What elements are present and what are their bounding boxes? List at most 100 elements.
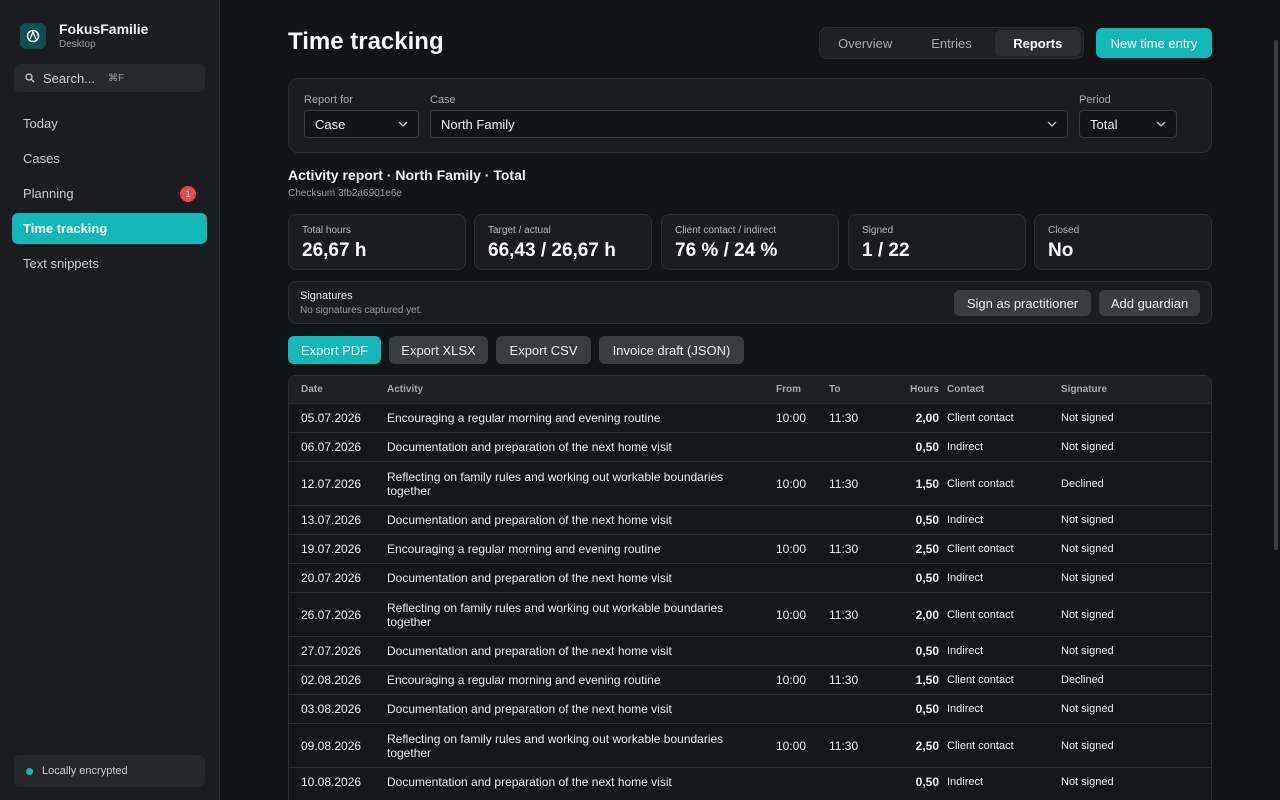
cell-date: 10.08.2026 [301, 775, 362, 789]
cell-to: 11:30 [829, 673, 859, 687]
cell-signature: Not signed [1061, 608, 1114, 621]
cell-activity: Documentation and preparation of the nex… [387, 571, 672, 585]
report-for-select[interactable]: Case [304, 110, 419, 138]
search-placeholder: Search... [43, 70, 96, 86]
table-row[interactable]: 20.07.2026 Documentation and preparation … [289, 563, 1211, 592]
sidebar-item-label: Planning [23, 186, 74, 201]
table-row[interactable]: 26.07.2026 Reflecting on family rules and… [289, 592, 1211, 636]
cell-contact: Client contact [947, 412, 1014, 424]
report-checksum: Checksum 3fb2a6901e6e [288, 188, 402, 199]
app-subtitle: Desktop [59, 39, 96, 50]
sidebar-item-label: Cases [23, 151, 60, 166]
stat-value: 26,67 h [302, 240, 367, 261]
cell-date: 05.07.2026 [301, 411, 362, 425]
cell-date: 19.07.2026 [301, 542, 362, 556]
table-row[interactable]: 03.08.2026 Documentation and preparation … [289, 694, 1211, 723]
case-value: North Family [441, 116, 515, 132]
stat-label: Closed [1048, 225, 1080, 236]
cell-to: 11:30 [829, 607, 859, 622]
cell-signature: Not signed [1061, 441, 1114, 453]
sidebar-item-cases[interactable]: Cases [12, 143, 207, 174]
stat-value: No [1048, 240, 1074, 261]
stat-target-actual: Target / actual 66,43 / 26,67 h [474, 214, 652, 270]
tab-reports[interactable]: Reports [994, 30, 1081, 56]
stat-value: 76 % / 24 % [675, 240, 778, 261]
cell-activity: Reflecting on family rules and working o… [387, 469, 724, 498]
cell-hours: 0,50 [915, 571, 939, 585]
cell-contact: Indirect [947, 703, 984, 715]
sidebar-item-label: Today [23, 116, 58, 131]
table-row[interactable]: 27.07.2026 Documentation and preparation … [289, 636, 1211, 665]
cell-from: 10:00 [776, 476, 807, 491]
cell-signature: Declined [1061, 477, 1104, 490]
tab-overview[interactable]: Overview [838, 35, 893, 51]
export-xlsx-button[interactable]: Export XLSX [389, 336, 488, 364]
table-row[interactable]: 06.07.2026 Documentation and preparation … [289, 432, 1211, 461]
cell-signature: Not signed [1061, 543, 1114, 555]
cell-hours: 2,00 [915, 411, 939, 425]
search-shortcut: ⌘F [108, 72, 125, 84]
page-scrollbar[interactable] [1274, 40, 1278, 550]
column-header-activity: Activity [387, 384, 424, 395]
sign-as-practitioner-button[interactable]: Sign as practitioner [954, 290, 1091, 316]
sidebar-item-planning[interactable]: Planning 1 [12, 178, 207, 209]
cell-signature: Not signed [1061, 739, 1114, 752]
column-header-signature: Signature [1061, 384, 1108, 395]
column-header-date: Date [301, 384, 323, 395]
report-filters: Report for Case Case North Family Period… [288, 78, 1212, 153]
cell-signature: Not signed [1061, 703, 1114, 715]
cell-date: 13.07.2026 [301, 513, 362, 527]
cell-date: 12.07.2026 [301, 476, 362, 491]
export-csv-button[interactable]: Export CSV [496, 336, 591, 364]
stat-label: Client contact / indirect [675, 225, 777, 236]
cell-activity: Documentation and preparation of the nex… [387, 702, 672, 716]
cell-hours: 2,00 [915, 607, 939, 622]
table-row[interactable]: 19.07.2026 Encouraging a regular morning … [289, 534, 1211, 563]
cell-contact: Client contact [947, 739, 1014, 752]
period-label: Period [1079, 94, 1111, 106]
cell-contact: Client contact [947, 674, 1014, 686]
cell-from: 10:00 [776, 607, 807, 622]
export-pdf-button[interactable]: Export PDF [288, 336, 381, 364]
cell-from: 10:00 [776, 542, 807, 556]
stat-label: Target / actual [488, 225, 551, 236]
sidebar-item-label: Text snippets [23, 256, 99, 271]
invoice-draft-button[interactable]: Invoice draft (JSON) [599, 336, 744, 364]
period-select[interactable]: Total [1079, 110, 1177, 138]
table-row[interactable]: 09.08.2026 Reflecting on family rules and… [289, 723, 1211, 767]
view-tabs: Overview Entries Reports [819, 27, 1084, 59]
cell-signature: Not signed [1061, 572, 1114, 584]
case-select[interactable]: North Family [430, 110, 1068, 138]
sidebar-item-label: Time tracking [23, 221, 108, 236]
cell-activity: Encouraging a regular morning and evenin… [387, 542, 661, 556]
cell-hours: 1,50 [915, 476, 939, 491]
table-row[interactable]: 05.07.2026 Encouraging a regular morning … [289, 403, 1211, 432]
cell-contact: Indirect [947, 645, 984, 657]
table-row[interactable]: 12.07.2026 Reflecting on family rules and… [289, 461, 1211, 505]
cell-contact: Indirect [947, 514, 984, 526]
sidebar-item-time-tracking[interactable]: Time tracking [12, 213, 207, 244]
table-row[interactable]: 10.08.2026 Documentation and preparation … [289, 767, 1211, 796]
cell-date: 02.08.2026 [301, 673, 362, 687]
app-logo-icon [20, 23, 46, 49]
cell-from: 10:00 [776, 673, 807, 687]
table-row[interactable]: 02.08.2026 Encouraging a regular morning … [289, 665, 1211, 694]
report-title: Activity report · North Family · Total [288, 167, 526, 183]
cell-date: 20.07.2026 [301, 571, 362, 585]
new-time-entry-button[interactable]: New time entry [1096, 28, 1212, 58]
sidebar-item-text-snippets[interactable]: Text snippets [12, 248, 207, 279]
search-input[interactable]: Search... ⌘F [14, 64, 205, 92]
table-row[interactable]: 13.07.2026 Documentation and preparation … [289, 505, 1211, 534]
cell-contact: Indirect [947, 441, 984, 453]
sidebar-item-today[interactable]: Today [12, 108, 207, 139]
column-header-from: From [776, 384, 801, 395]
stat-value: 1 / 22 [862, 240, 910, 261]
cell-activity: Reflecting on family rules and working o… [387, 731, 724, 760]
notification-badge: 1 [180, 186, 196, 202]
status-dot-icon [26, 767, 33, 775]
add-guardian-button[interactable]: Add guardian [1099, 290, 1200, 316]
cell-date: 06.07.2026 [301, 440, 362, 454]
tab-entries[interactable]: Entries [931, 35, 972, 51]
search-icon [25, 71, 35, 86]
sidebar: FokusFamilie Desktop Search... ⌘F Today … [0, 0, 220, 800]
